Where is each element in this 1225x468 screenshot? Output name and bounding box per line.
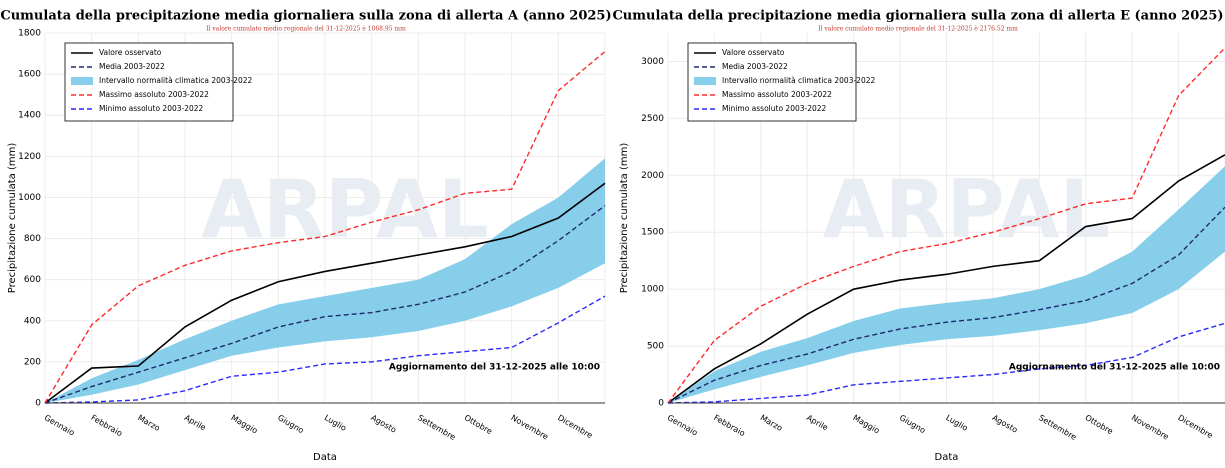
y-tick-label: 1800	[18, 29, 41, 39]
x-tick-label: Febbraio	[712, 413, 747, 438]
x-tick-label: Marzo	[759, 413, 785, 433]
series-line	[44, 50, 606, 404]
x-tick-label: Aprile	[183, 413, 208, 432]
legend-label: Intervallo normalità climatica 2003-2022	[722, 76, 875, 85]
x-tick-label: Gennaio	[666, 413, 699, 437]
y-tick-label: 0	[658, 399, 664, 409]
normality-band	[45, 158, 605, 403]
watermark: ARPAL	[201, 163, 489, 256]
series-line	[44, 182, 606, 404]
x-tick-label: Agosto	[991, 413, 1020, 435]
y-tick-label: 0	[35, 399, 41, 409]
x-tick-label: Maggio	[851, 413, 881, 435]
x-tick-label: Novembre	[1130, 413, 1170, 442]
watermark: ARPAL	[823, 163, 1111, 256]
chart-subtitle: Il valore cumulato medio regionale del 3…	[206, 26, 406, 33]
y-tick-label: 1400	[18, 111, 41, 121]
legend-label: Massimo assoluto 2003-2022	[99, 90, 209, 99]
legend-label: Valore osservato	[722, 48, 785, 57]
y-tick-label: 500	[647, 342, 664, 352]
y-axis-label: Precipitazione cumulata (mm)	[7, 143, 18, 294]
y-tick-label: 2500	[641, 114, 664, 124]
legend-swatch	[71, 77, 93, 85]
y-tick-label: 200	[24, 357, 41, 367]
series-line	[667, 322, 1225, 404]
chart: Cumulata della precipitazione media gior…	[612, 9, 1225, 463]
legend-label: Minimo assoluto 2003-2022	[722, 104, 827, 113]
legend-label: Media 2003-2022	[722, 62, 788, 71]
annotation: Aggiornamento del 31-12-2025 alle 10:00	[389, 363, 600, 373]
series-line	[667, 47, 1225, 404]
legend-label: Massimo assoluto 2003-2022	[722, 90, 832, 99]
series-line	[44, 205, 606, 404]
y-tick-label: 1000	[18, 193, 41, 203]
x-tick-label: Febbraio	[89, 413, 124, 438]
x-tick-label: Aprile	[805, 413, 830, 432]
legend-label: Intervallo normalità climatica 2003-2022	[99, 76, 252, 85]
y-tick-label: 1200	[18, 152, 41, 162]
x-tick-label: Settembre	[1037, 413, 1078, 442]
chart: Cumulata della precipitazione media gior…	[0, 9, 611, 464]
legend-swatch	[694, 77, 716, 85]
chart-title: Cumulata della precipitazione media gior…	[0, 9, 611, 24]
x-tick-label: Giugno	[276, 413, 305, 435]
x-tick-label: Luglio	[323, 413, 348, 433]
x-axis-label: Data	[313, 452, 337, 463]
series-line	[667, 206, 1225, 404]
x-tick-label: Maggio	[229, 413, 259, 435]
x-tick-label: Marzo	[136, 413, 162, 433]
x-tick-label: Dicembre	[1176, 413, 1214, 440]
legend-label: Minimo assoluto 2003-2022	[99, 104, 204, 113]
y-tick-label: 400	[24, 316, 41, 326]
legend-label: Media 2003-2022	[99, 62, 165, 71]
normality-band	[668, 166, 1225, 403]
legend-label: Valore osservato	[99, 48, 162, 57]
x-axis-label: Data	[935, 452, 959, 463]
y-tick-label: 1500	[641, 228, 664, 238]
series-line	[44, 295, 606, 404]
x-tick-label: Agosto	[369, 413, 398, 435]
y-tick-label: 600	[24, 275, 41, 285]
x-tick-label: Novembre	[509, 413, 549, 442]
x-tick-label: Ottobre	[463, 413, 494, 436]
y-tick-label: 3000	[641, 57, 664, 67]
x-tick-label: Giugno	[898, 413, 927, 435]
chart-title: Cumulata della precipitazione media gior…	[612, 9, 1223, 24]
y-tick-label: 1000	[641, 285, 664, 295]
series-line	[667, 154, 1225, 404]
y-axis-label: Precipitazione cumulata (mm)	[619, 143, 630, 294]
x-tick-label: Luglio	[944, 413, 969, 433]
annotation: Aggiornamento del 31-12-2025 alle 10:00	[1009, 363, 1220, 373]
y-tick-label: 1600	[18, 70, 41, 80]
x-tick-label: Ottobre	[1084, 413, 1115, 436]
y-tick-label: 800	[24, 234, 41, 244]
x-tick-label: Gennaio	[43, 413, 76, 437]
x-tick-label: Dicembre	[556, 413, 594, 440]
x-tick-label: Settembre	[416, 413, 457, 442]
y-tick-label: 2000	[641, 171, 664, 181]
chart-subtitle: Il valore cumulato medio regionale del 3…	[818, 26, 1018, 33]
